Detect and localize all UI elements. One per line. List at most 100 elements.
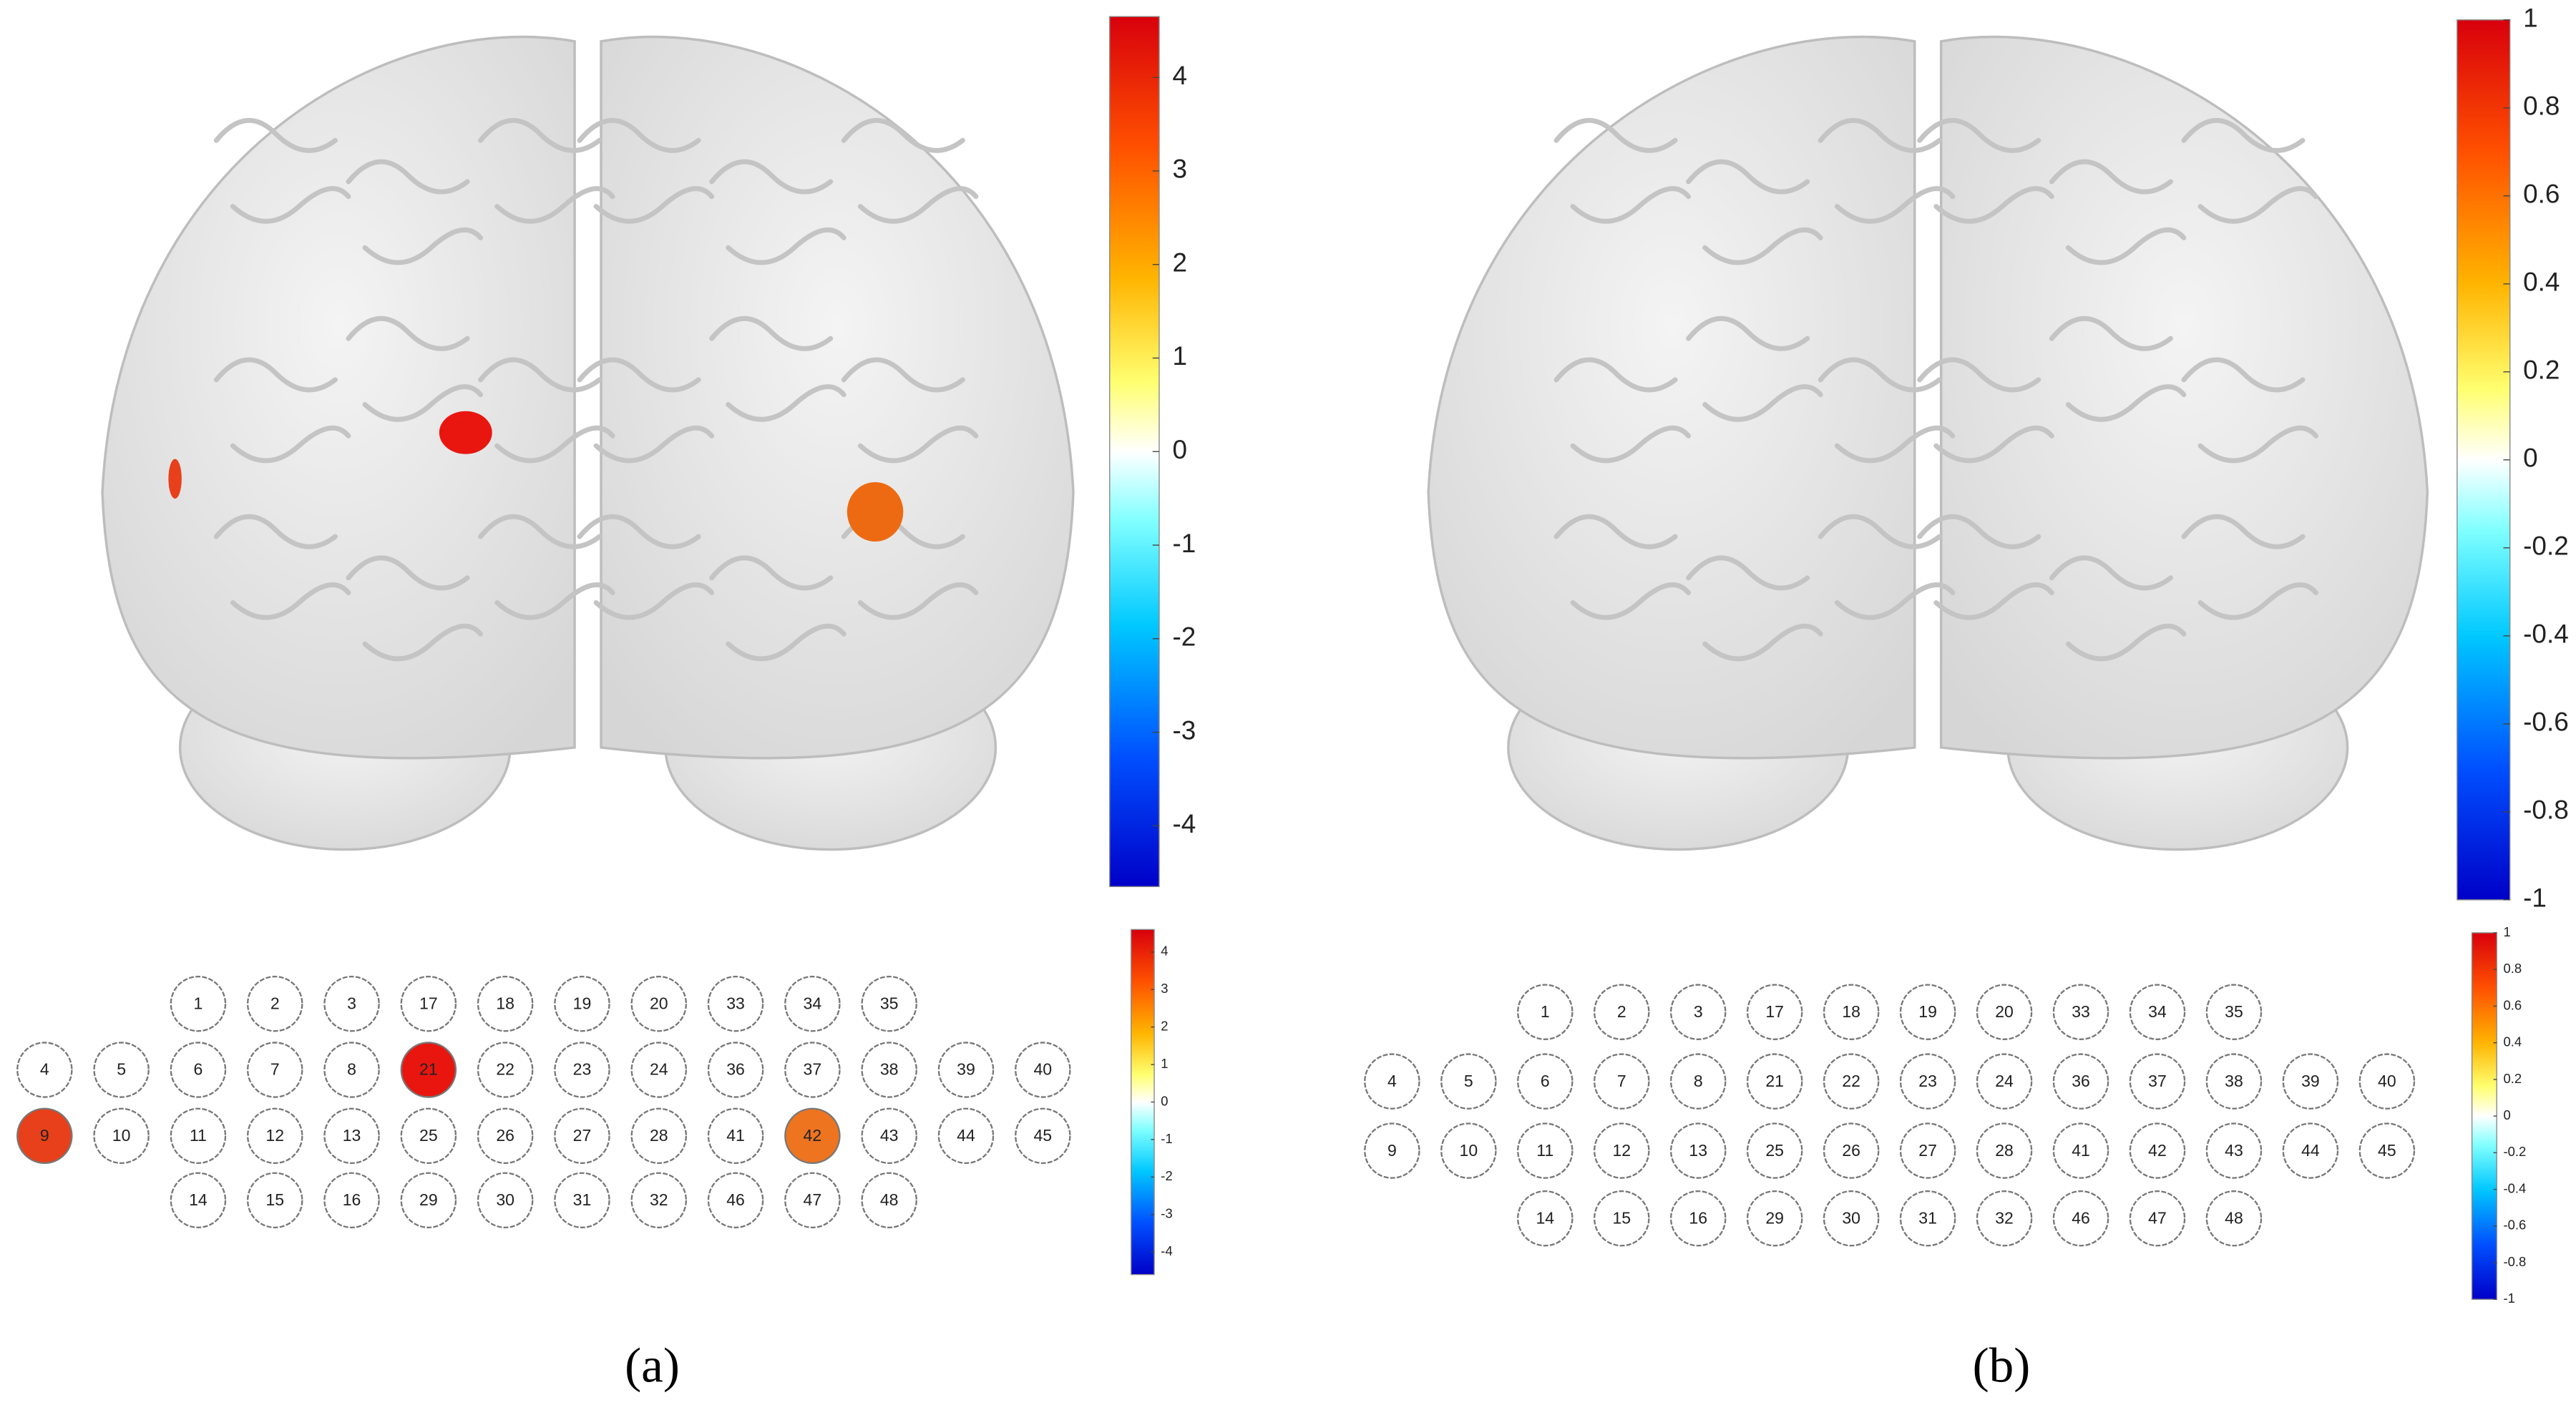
channel [554, 975, 610, 1032]
channel-label: 34 [2148, 1002, 2167, 1021]
channel [1899, 1190, 1956, 1247]
channel-label: 41 [2072, 1141, 2090, 1160]
channel [1670, 984, 1727, 1040]
colorbar-tick-label: -0.2 [2523, 532, 2569, 561]
channel [1899, 1122, 1956, 1179]
colorbar-tick-label: 1 [1172, 341, 1187, 371]
channel [2358, 1053, 2416, 1110]
channel-label: 1 [1541, 1002, 1550, 1021]
activation-spot [168, 459, 182, 499]
gyrus [1553, 357, 1692, 464]
channel [1015, 1042, 1071, 1098]
channel [1670, 1190, 1727, 1247]
channel-label: 35 [2225, 1002, 2243, 1021]
colorbar-tick-label: -0.4 [2503, 1180, 2526, 1195]
channel [630, 975, 687, 1032]
channel [1746, 1190, 1803, 1247]
gyrus [1917, 514, 2054, 620]
channel-label: 15 [1612, 1208, 1631, 1227]
channel-label: 23 [573, 1060, 592, 1079]
channel [323, 1042, 380, 1098]
channel-label: 33 [726, 994, 745, 1012]
gyrus [1686, 315, 1823, 422]
activation-spot [847, 481, 904, 542]
channel-label: 46 [726, 1190, 745, 1209]
channel-label: 31 [573, 1190, 592, 1209]
gyrus [478, 117, 615, 224]
channel-label: 14 [1536, 1208, 1554, 1227]
gyrus [577, 357, 715, 464]
gyrus [346, 555, 483, 662]
hemisphere [1939, 35, 2429, 760]
colorbar-tick-label: -1 [2523, 883, 2547, 913]
colorbar-tick-label: -3 [1172, 715, 1196, 745]
channel-label: 45 [1033, 1126, 1052, 1145]
colorbar-tick-label: -0.4 [2523, 620, 2569, 649]
channel [1746, 1122, 1803, 1179]
channel [2129, 1190, 2186, 1247]
channel [2052, 984, 2109, 1040]
colorbar-tick-label: 0 [2523, 444, 2538, 473]
channel [170, 975, 227, 1032]
channel [1517, 1190, 1574, 1247]
channel [1594, 984, 1650, 1040]
channel-label: 6 [1541, 1072, 1550, 1090]
channel-label: 10 [1460, 1141, 1478, 1160]
colorbar-tick-label: 0 [2503, 1107, 2510, 1122]
channel-label: 17 [419, 994, 438, 1012]
channel-label: 39 [2301, 1072, 2320, 1090]
colorbar-tick-label: 0 [1161, 1093, 1168, 1108]
channel-label: 9 [1387, 1141, 1397, 1160]
channel [784, 1042, 841, 1098]
channel-label: 32 [1995, 1208, 2014, 1227]
channel-label: 25 [1765, 1141, 1784, 1160]
channel [861, 1172, 917, 1229]
channel-label: 36 [2072, 1072, 2090, 1090]
channel-label: 43 [2225, 1141, 2243, 1160]
gyrus [2049, 315, 2187, 422]
channel-label: 3 [1694, 1002, 1703, 1021]
channel [1746, 1053, 1803, 1110]
hemisphere [1427, 35, 1916, 760]
channel [554, 1172, 610, 1229]
colorbar-tick-label: 0.8 [2523, 92, 2560, 121]
colorbar-tick-label: -2 [1161, 1168, 1172, 1183]
gyrus [1686, 555, 1823, 662]
channel-label: 34 [804, 994, 822, 1012]
colorbar-tick-label: 0.8 [2503, 961, 2522, 976]
colorbar-tick-label: 0.2 [2503, 1071, 2522, 1086]
channel [2358, 1122, 2416, 1179]
channel [16, 1107, 73, 1165]
channel [400, 1172, 457, 1229]
colorbar-tick-label: 4 [1161, 944, 1168, 959]
channel [323, 1172, 380, 1229]
colorbar-tick-label: -1 [1172, 529, 1196, 558]
channel [246, 1172, 303, 1229]
channel-label: 23 [1918, 1072, 1937, 1090]
channel-label: 18 [1842, 1002, 1860, 1021]
channel [1364, 1122, 1420, 1179]
channel-label: 12 [265, 1126, 284, 1145]
channel-label: 18 [496, 994, 514, 1012]
channel [1594, 1053, 1650, 1110]
panel-caption: (b) [1973, 1337, 2031, 1392]
channel [707, 1172, 764, 1229]
colorbar-tick-label: 0.6 [2503, 997, 2522, 1012]
channel [246, 975, 303, 1032]
channel-label: 48 [880, 1190, 899, 1209]
channel [1976, 1190, 2033, 1247]
colorbar-tick-label: -1 [1161, 1131, 1172, 1146]
channel-label: 21 [419, 1060, 438, 1079]
channel-label: 24 [1995, 1072, 2014, 1090]
channel-label: 43 [880, 1126, 899, 1145]
channel [246, 1042, 303, 1098]
colorbar-tick-label: 1 [2523, 4, 2538, 33]
channel [630, 1042, 687, 1098]
gyrus [213, 357, 351, 464]
channel [93, 1107, 150, 1165]
channel-label: 5 [1464, 1072, 1473, 1090]
gyrus [1553, 117, 1692, 224]
colorbar-tick-label: -0.6 [2503, 1218, 2526, 1233]
gyrus [213, 117, 351, 224]
